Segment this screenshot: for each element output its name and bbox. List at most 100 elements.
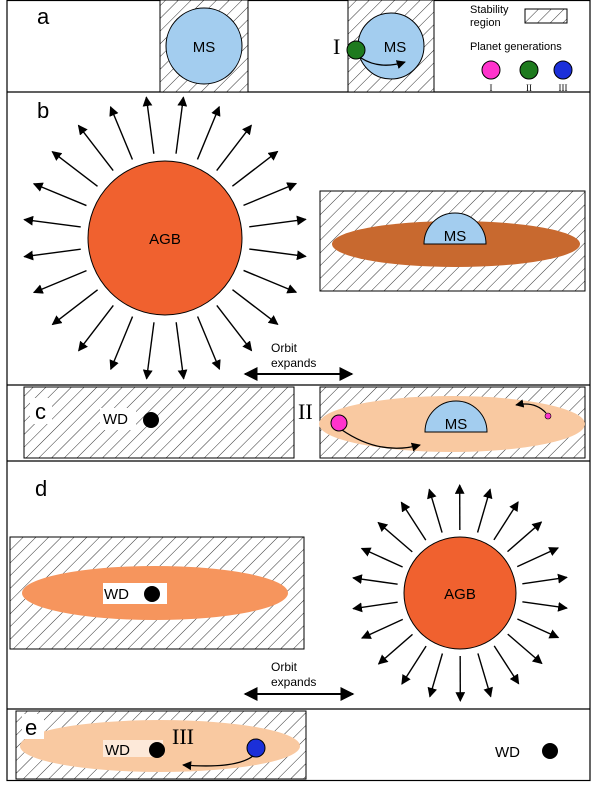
ms-label-a1: MS	[193, 39, 216, 56]
planet-gen-III-e	[246, 738, 266, 758]
panel-c-label: c	[35, 399, 46, 424]
agb-wind-d-arrow-15	[400, 501, 427, 541]
agb-wind-b-arrow-20	[196, 105, 221, 160]
agb-wind-b-arrow-21	[216, 124, 252, 171]
panel-a-label: a	[37, 4, 50, 29]
agb-wind-d-arrow-7	[427, 653, 444, 698]
wd-star-e	[149, 742, 165, 758]
roman-I-label: I	[333, 34, 340, 59]
agb-wind-rays-d	[352, 484, 568, 702]
agb-wind-d-arrow-5	[477, 653, 493, 698]
wd-label-c: WD	[103, 411, 128, 428]
agb-wind-d-arrow-18	[476, 488, 493, 533]
ms-star-a1	[165, 7, 243, 85]
agb-wind-d-arrow-21	[516, 547, 560, 568]
panel-e-label: e	[25, 715, 37, 740]
agb-wind-d-arrow-14	[377, 521, 413, 553]
agb-star-d	[403, 536, 517, 650]
agb-wind-b-arrow-2	[243, 269, 298, 294]
ms-label-b: MS	[444, 228, 467, 245]
ms-star-b	[423, 212, 487, 245]
agb-wind-b-arrow-7	[142, 322, 155, 380]
agb-wind-b-arrow-5	[196, 316, 221, 371]
panel-b-label: b	[37, 98, 49, 123]
agb-wind-b-arrow-22	[231, 150, 279, 187]
legend-label-III: III	[559, 83, 568, 93]
legend-planet-II	[519, 60, 539, 80]
wd-star-c	[143, 412, 159, 428]
agb-label-d: AGB	[444, 586, 476, 603]
agb-wind-d-arrow-8	[401, 645, 427, 685]
legend-label-II: II	[526, 83, 532, 93]
ms-star-c	[424, 400, 488, 433]
panel-c: c WD MS II	[23, 386, 586, 459]
ms-label-a2: MS	[384, 39, 407, 56]
wd-label-e2: WD	[495, 744, 520, 761]
agb-wind-b-arrow-16	[77, 124, 114, 172]
agb-wind-b-arrow-14	[32, 182, 87, 207]
orbit-expands-b-line2: expands	[271, 356, 316, 370]
agb-wind-b-arrow-13	[23, 215, 81, 228]
legend-label-I: I	[490, 83, 493, 93]
agb-wind-d-arrow-19	[493, 501, 519, 541]
agb-wind-b-arrow-11	[32, 269, 87, 294]
agb-wind-b-arrow-6	[175, 322, 188, 380]
panel-e: e WD III WD	[15, 710, 558, 780]
agb-wind-d-arrow-11	[352, 601, 398, 613]
agb-wind-b-arrow-9	[78, 305, 114, 352]
legend-stability-line2: region	[470, 17, 501, 29]
agb-star-b	[87, 160, 243, 316]
panel-b: b AGB MS Orbit expands	[23, 96, 586, 381]
orbit-arrow-c1	[341, 429, 421, 452]
legend-stability-swatch	[524, 8, 568, 24]
agb-wind-b-arrow-8	[109, 316, 134, 371]
panel-e-label-bg	[22, 714, 44, 739]
agb-wind-b-arrow-12	[23, 248, 81, 261]
planet-small-c	[544, 412, 552, 420]
agb-label-b: AGB	[149, 231, 181, 248]
agb-wind-d-arrow-3	[507, 633, 543, 665]
panel-a: a MS MS I Stability region Planet genera…	[37, 0, 573, 93]
orbit-expands-d-line1: Orbit	[271, 660, 298, 674]
panel-d: d WD AGB Orbit expands	[9, 476, 568, 702]
agb-wind-b-arrow-24	[249, 215, 307, 228]
agb-wind-b-arrow-15	[51, 151, 98, 187]
wd-label-d: WD	[104, 586, 129, 603]
orbit-expands-b-line1: Orbit	[271, 341, 298, 355]
agb-wind-d-arrow-13	[360, 547, 403, 568]
legend-planet-I	[481, 60, 501, 80]
agb-wind-d-arrow-9	[377, 633, 413, 665]
wd-hole-e	[103, 740, 163, 757]
orbit-expands-d-line2: expands	[271, 675, 316, 689]
agb-wind-b-arrow-1	[249, 248, 307, 261]
planet-gen-I	[346, 40, 366, 60]
agb-wind-b-arrow-4	[216, 304, 253, 352]
agb-wind-b-arrow-10	[51, 289, 99, 326]
agb-wind-d-arrow-10	[360, 618, 404, 639]
agb-wind-d-arrow-12	[352, 574, 398, 585]
orbit-arrow-e	[182, 755, 254, 771]
legend-planet-III	[553, 60, 573, 80]
agb-wind-d-arrow-16	[427, 488, 443, 533]
agb-wind-b-arrow-19	[175, 96, 188, 154]
agb-wind-d-arrow-20	[507, 521, 543, 553]
panel-c-label-bg	[30, 398, 52, 424]
agb-wind-d-arrow-2	[517, 618, 560, 639]
agb-wind-d-arrow-1	[522, 601, 568, 612]
agb-wind-b-arrow-17	[109, 105, 134, 160]
wd-star-e2	[542, 743, 558, 759]
panel-d-label: d	[35, 476, 47, 501]
legend-planet-generations: Planet generations	[470, 41, 562, 53]
wd-star-d	[144, 586, 160, 602]
stability-region-c1	[23, 386, 295, 459]
agb-wind-d-arrow-4	[493, 645, 520, 685]
roman-III-label: III	[172, 724, 194, 749]
wd-label-bg-c	[100, 408, 136, 430]
agb-wind-b-arrow-23	[243, 182, 298, 207]
agb-wind-d-arrow-22	[522, 573, 568, 585]
agb-wind-b-arrow-3	[232, 289, 279, 325]
orbit-arrow-a	[360, 57, 406, 69]
agb-wind-b-arrow-18	[142, 96, 155, 154]
planet-gen-II-c	[330, 414, 348, 432]
